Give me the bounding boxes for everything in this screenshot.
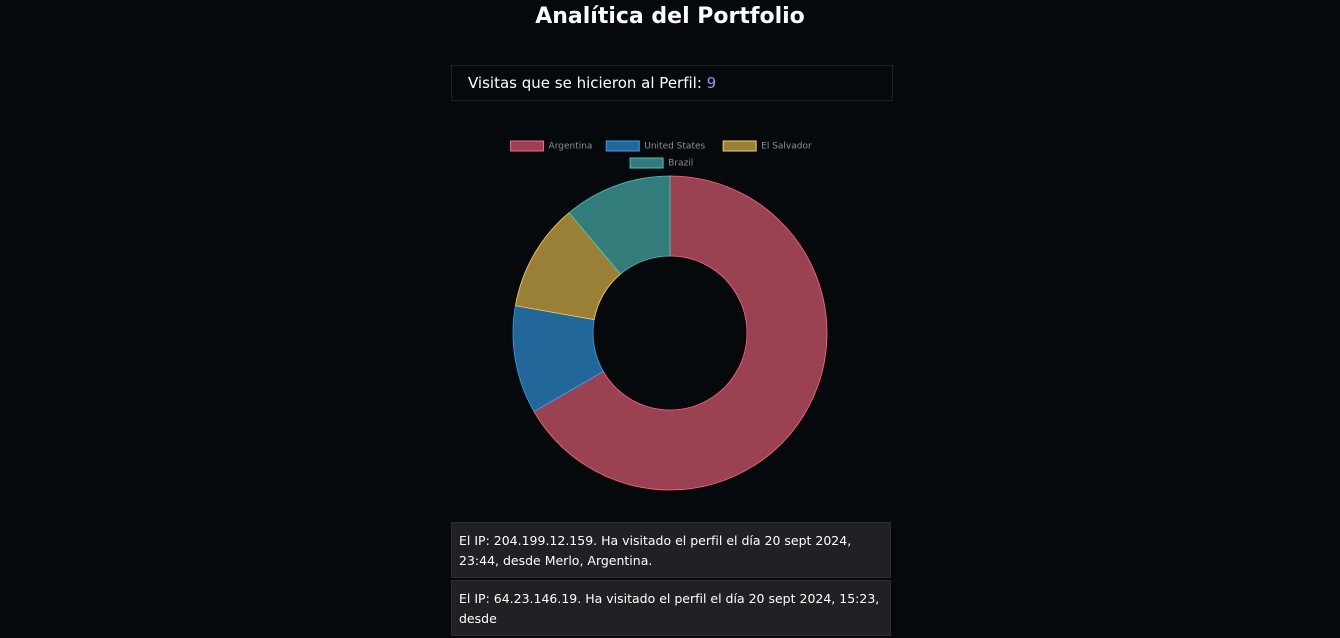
chart: Argentina United States El Salvador Brazil <box>510 140 828 491</box>
body: Analítica del Portfolio Visitas que se h… <box>451 4 893 636</box>
visit-item: El IP: 64.23.146.19. Ha visitado el perf… <box>451 580 891 636</box>
doughnut-slice <box>533 175 828 491</box>
page-title: Analítica del Portfolio <box>535 4 805 29</box>
legend-label: Brazil <box>668 159 693 169</box>
legend-label: El Salvador <box>761 142 812 152</box>
legend-swatch <box>722 140 757 152</box>
visits-label: Visitas que se hicieron al Perfil: <box>468 74 702 92</box>
legend-label: United States <box>644 142 705 152</box>
legend-label: Argentina <box>549 142 593 152</box>
visit-item: El IP: 204.199.12.159. Ha visitado el pe… <box>451 522 891 578</box>
legend-swatch <box>510 140 545 152</box>
visit-list: El IP: 204.199.12.159. Ha visitado el pe… <box>451 522 891 638</box>
legend-swatch <box>605 140 640 152</box>
visits-count: 9 <box>706 74 717 92</box>
visits-box: Visitas que se hicieron al Perfil: 9 <box>451 65 893 101</box>
legend-swatch <box>629 157 664 169</box>
page: Analítica {"header": {"title": "Analític… <box>451 4 893 636</box>
doughnut-slice <box>568 175 671 275</box>
